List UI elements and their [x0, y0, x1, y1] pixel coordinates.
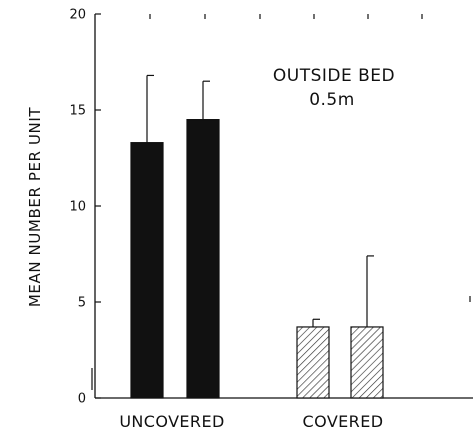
annotation-location: OUTSIDE BED [273, 66, 395, 86]
y-tick-label-2: 10 [69, 200, 86, 215]
y-tick-label-0: 0 [78, 392, 86, 407]
category-label-uncovered: UNCOVERED [119, 412, 224, 431]
y-ticks: 0 5 10 15 20 [69, 8, 101, 407]
y-tick-label-1: 5 [78, 296, 86, 311]
y-tick-label-4: 20 [69, 8, 86, 23]
annotation-distance: 0.5m [309, 90, 355, 110]
bars [130, 74, 384, 399]
bar-1 [186, 118, 220, 399]
bar-3 [350, 326, 384, 399]
y-axis-label: MEAN NUMBER PER UNIT [26, 107, 44, 308]
category-label-covered: COVERED [303, 412, 384, 431]
y-tick-label-3: 15 [69, 104, 86, 119]
bar-0 [130, 142, 164, 399]
bar-2 [296, 326, 330, 399]
